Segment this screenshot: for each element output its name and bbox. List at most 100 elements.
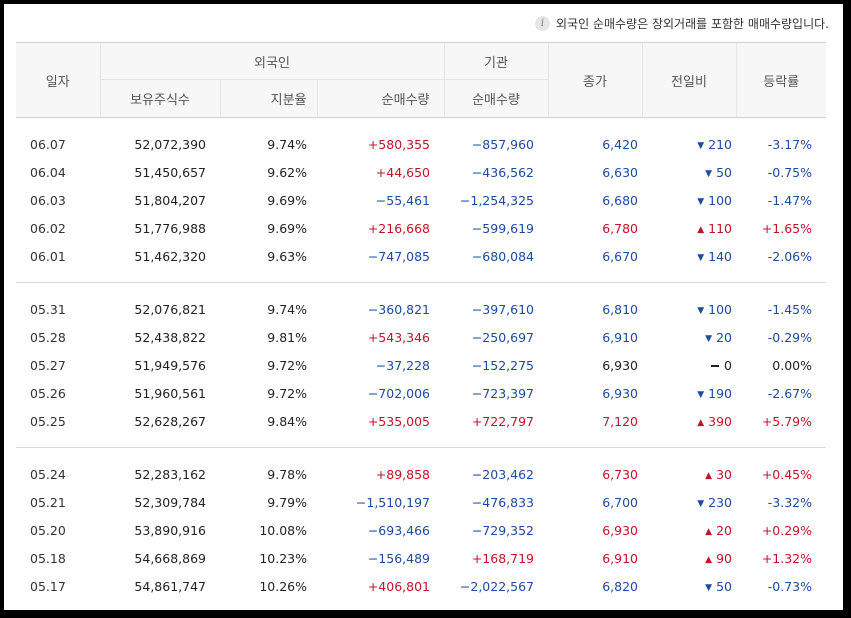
- col-foreign-net: 순매수량: [316, 79, 444, 118]
- content-frame: i 외국인 순매수량은 장외거래를 포함한 매매수량입니다. 일자 외국인 기관…: [4, 4, 843, 610]
- table-body: 06.07 52,072,390 9.74% +580,355 −857,960 6,42…: [16, 118, 826, 601]
- cell-holdings: 54,668,869: [134, 550, 206, 566]
- cell-share-ratio: 10.08%: [259, 522, 307, 538]
- up-arrow-icon: ▲: [705, 470, 713, 481]
- cell-close: 6,820: [602, 578, 638, 594]
- down-arrow-icon: ▼: [705, 333, 713, 344]
- group-spacer: [16, 283, 826, 296]
- change-value: 190: [708, 385, 732, 401]
- cell-change: ▲ 30: [642, 460, 736, 488]
- group-spacer: [16, 118, 826, 131]
- cell-holdings: 51,450,657: [134, 164, 206, 180]
- cell-holdings: 51,804,207: [134, 192, 206, 208]
- table-row: 05.24 52,283,162 9.78% +89,858 −203,462 6,730…: [16, 460, 826, 488]
- cell-share-ratio: 9.74%: [267, 136, 307, 152]
- cell-date: 05.21: [30, 494, 66, 510]
- cell-change: 0: [642, 351, 736, 379]
- cell-rate: -2.06%: [767, 248, 812, 264]
- cell-date: 05.28: [30, 329, 66, 345]
- info-icon: i: [535, 15, 550, 31]
- up-arrow-icon: ▲: [697, 224, 705, 235]
- change-value: 0: [724, 357, 732, 373]
- cell-close: 6,930: [602, 522, 638, 538]
- change-value: 90: [716, 550, 732, 566]
- cell-share-ratio: 9.62%: [267, 164, 307, 180]
- table-row: 06.03 51,804,207 9.69% −55,461 −1,254,325 6,6…: [16, 186, 826, 214]
- cell-inst-net: −729,352: [471, 522, 534, 538]
- cell-date: 06.01: [30, 248, 66, 264]
- cell-date: 06.03: [30, 192, 66, 208]
- change-value: 20: [716, 329, 732, 345]
- col-group-foreign: 외국인: [99, 42, 444, 80]
- cell-foreign-net: −702,006: [367, 385, 430, 401]
- table-row: 06.07 52,072,390 9.74% +580,355 −857,960 6,42…: [16, 130, 826, 158]
- cell-close: 6,930: [602, 357, 638, 373]
- cell-foreign-net: +44,650: [375, 164, 430, 180]
- change-value: 20: [716, 522, 732, 538]
- cell-rate: +1.32%: [761, 550, 812, 566]
- cell-change: ▲ 90: [642, 544, 736, 572]
- table-row: 05.27 51,949,576 9.72% −37,228 −152,275 6,930…: [16, 351, 826, 379]
- col-change: 전일비: [641, 42, 736, 118]
- col-share-ratio: 지분율: [219, 79, 317, 118]
- cell-change: ▼ 210: [642, 130, 736, 158]
- table-row: 05.31 52,076,821 9.74% −360,821 −397,610 6,81…: [16, 295, 826, 323]
- cell-change: ▼ 140: [642, 242, 736, 270]
- spacer-cell: [16, 283, 826, 296]
- cell-share-ratio: 9.69%: [267, 220, 307, 236]
- cell-inst-net: −476,833: [471, 494, 534, 510]
- cell-inst-net: +168,719: [471, 550, 534, 566]
- up-arrow-icon: ▲: [697, 417, 705, 428]
- spacer-cell: [16, 118, 826, 131]
- table-row: 05.17 54,861,747 10.26% +406,801 −2,022,567 6…: [16, 572, 826, 600]
- cell-close: 6,420: [602, 136, 638, 152]
- cell-share-ratio: 9.69%: [267, 192, 307, 208]
- cell-rate: +1.65%: [761, 220, 812, 236]
- cell-rate: -3.32%: [767, 494, 812, 510]
- divider-cell: [16, 435, 826, 448]
- change-value: 30: [716, 466, 732, 482]
- cell-close: 6,930: [602, 385, 638, 401]
- cell-change: ▼ 190: [642, 379, 736, 407]
- cell-close: 6,630: [602, 164, 638, 180]
- cell-share-ratio: 9.84%: [267, 413, 307, 429]
- cell-foreign-net: −747,085: [367, 248, 430, 264]
- col-rate: 등락률: [735, 42, 826, 118]
- cell-share-ratio: 9.78%: [267, 466, 307, 482]
- change-value: 230: [708, 494, 732, 510]
- table-row: 05.25 52,628,267 9.84% +535,005 +722,797 7,12…: [16, 407, 826, 435]
- change-value: 100: [708, 192, 732, 208]
- cell-inst-net: −680,084: [471, 248, 534, 264]
- down-arrow-icon: ▼: [705, 168, 713, 179]
- cell-share-ratio: 9.79%: [267, 494, 307, 510]
- cell-date: 05.20: [30, 522, 66, 538]
- cell-date: 05.31: [30, 301, 66, 317]
- table-row: 05.21 52,309,784 9.79% −1,510,197 −476,833 6,…: [16, 488, 826, 516]
- cell-close: 6,670: [602, 248, 638, 264]
- up-arrow-icon: ▲: [705, 554, 713, 565]
- cell-close: 6,680: [602, 192, 638, 208]
- foreign-institution-trading-table: 일자 외국인 기관 종가 전일비 등락률 보유주식수 지분율 순매수량 순매수량…: [16, 42, 826, 600]
- cell-holdings: 51,960,561: [134, 385, 206, 401]
- change-value: 390: [708, 413, 732, 429]
- cell-close: 6,910: [602, 329, 638, 345]
- cell-date: 05.17: [30, 578, 66, 594]
- cell-rate: -2.67%: [767, 385, 812, 401]
- cell-close: 6,730: [602, 466, 638, 482]
- cell-inst-net: −723,397: [471, 385, 534, 401]
- col-inst-net: 순매수량: [443, 79, 548, 118]
- cell-inst-net: −2,022,567: [459, 578, 534, 594]
- cell-holdings: 54,861,747: [134, 578, 206, 594]
- cell-date: 05.27: [30, 357, 66, 373]
- cell-date: 06.04: [30, 164, 66, 180]
- cell-change: ▼ 100: [642, 186, 736, 214]
- cell-foreign-net: +406,801: [367, 578, 430, 594]
- cell-share-ratio: 9.74%: [267, 301, 307, 317]
- col-date: 일자: [16, 42, 100, 118]
- table-row: 06.04 51,450,657 9.62% +44,650 −436,562 6,630…: [16, 158, 826, 186]
- cell-inst-net: −203,462: [471, 466, 534, 482]
- cell-share-ratio: 10.26%: [259, 578, 307, 594]
- cell-foreign-net: −55,461: [375, 192, 430, 208]
- down-arrow-icon: ▼: [697, 389, 705, 400]
- cell-foreign-net: +543,346: [367, 329, 430, 345]
